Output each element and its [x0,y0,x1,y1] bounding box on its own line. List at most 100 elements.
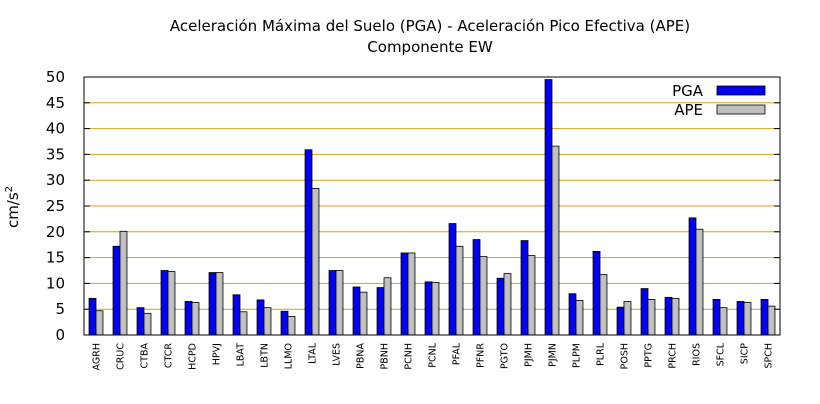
x-tick-label: HCPD [188,343,199,370]
x-tick-label: PGTO [500,343,511,369]
y-tick-label: 20 [46,223,65,241]
bar-ape [503,273,512,336]
x-tick-label: SPCH [764,343,775,369]
plot-frame [83,76,781,336]
bar-pga [184,301,193,336]
x-tick-label: SFCL [716,342,727,366]
bar-ape [191,302,200,336]
y-axis-label-exponent: 2 [4,186,15,192]
bar-pga [472,239,481,336]
bar-pga [304,149,313,336]
x-tick-label: LVES [332,343,343,366]
bar-ape [695,228,704,336]
legend-label: APE [674,101,703,119]
bar-pga [520,240,529,336]
bar-ape [407,252,416,336]
bar-ape [431,281,440,336]
x-tick-label: LBAT [236,343,247,367]
bar-pga [256,299,265,336]
bar-pga [424,281,433,336]
x-tick-label: PCNH [404,343,415,370]
bar-ape [263,307,272,336]
bar-ape [119,230,128,336]
y-tick-label: 40 [46,120,65,138]
x-tick-label: PLRL [596,342,607,366]
y-tick-label: 10 [46,274,65,292]
chart-title: Aceleración Máxima del Suelo (PGA) - Ace… [170,17,690,35]
bar-ape [743,302,752,336]
bar-pga [712,298,721,336]
bar-pga [160,270,169,336]
bar-ape [95,310,104,336]
grid-lines [84,102,780,310]
x-tick-label: PFNR [476,343,487,368]
bar-pga [280,310,289,336]
bar-ape [359,291,368,336]
bar-pga [544,79,553,336]
bar-ape [455,245,464,336]
y-tick-label: 35 [46,145,65,163]
y-tick-label: 30 [46,171,65,189]
x-tick-label: RIOS [692,343,703,366]
bar-pga [232,294,241,336]
y-axis-label: cm/s2 [4,186,22,228]
bar-ape [143,312,152,336]
legend-swatch-pga [716,85,766,96]
bar-pga [376,287,385,336]
bar-ape [527,255,536,336]
bar-ape [479,256,488,336]
bar-pga [328,270,337,336]
bar-ape [575,300,584,336]
legend-swatch-ape [716,104,766,115]
bar-ape [287,316,296,336]
y-tick-label: 0 [55,326,65,344]
y-tick-label: 25 [46,197,65,215]
y-axis-ticks: 0 5 10 15 20 25 30 35 40 45 50 [46,68,780,344]
bar-ape [599,274,608,336]
y-axis-label-unit: cm/s [4,192,22,228]
bar-ape [239,311,248,336]
bar-ape [671,297,680,336]
y-tick-label: 15 [46,249,65,267]
x-tick-label: CTBA [140,342,151,368]
bar-ape [167,271,176,336]
bar-pga [88,297,97,336]
bar-ape [767,305,776,336]
x-tick-label: CRUC [116,343,127,370]
bar-ape [311,188,320,336]
x-tick-label: PBNH [380,343,391,370]
x-axis-ticks: AGRH CRUC CTBA CTCR HCPD HPVJ LBAT LBTN LLMO LTAL… [92,329,775,370]
x-tick-label: PJMN [548,343,559,367]
x-tick-label: LBTN [260,343,271,368]
x-tick-label: AGRH [92,343,103,370]
y-tick-label: 45 [46,94,65,112]
bar-pga [736,301,745,336]
x-tick-label: HPVJ [212,343,223,365]
x-tick-label: LLMO [284,343,295,369]
bar-ape [383,277,392,336]
legend-label: PGA [672,82,704,100]
bar-pga [592,251,601,336]
bar-pga [568,293,577,336]
bar-ape [719,307,728,336]
x-tick-label: PLPM [572,343,583,368]
bar-ape [551,145,560,336]
bars-group [88,79,776,336]
x-tick-label: CTCR [164,343,175,369]
bar-pga [760,298,769,336]
bar-ape [623,301,632,336]
x-tick-label: PFAL [452,342,463,365]
bar-ape [335,270,344,336]
bar-pga [664,296,673,336]
bar-pga [352,286,361,336]
x-tick-label: PRCH [668,343,679,369]
bar-pga [448,223,457,336]
bar-pga [136,307,145,336]
x-tick-label: PPTG [644,343,655,368]
x-tick-label: SICP [740,343,751,364]
bar-pga [208,272,217,336]
x-tick-label: POSH [620,343,631,369]
bar-pga [640,288,649,336]
